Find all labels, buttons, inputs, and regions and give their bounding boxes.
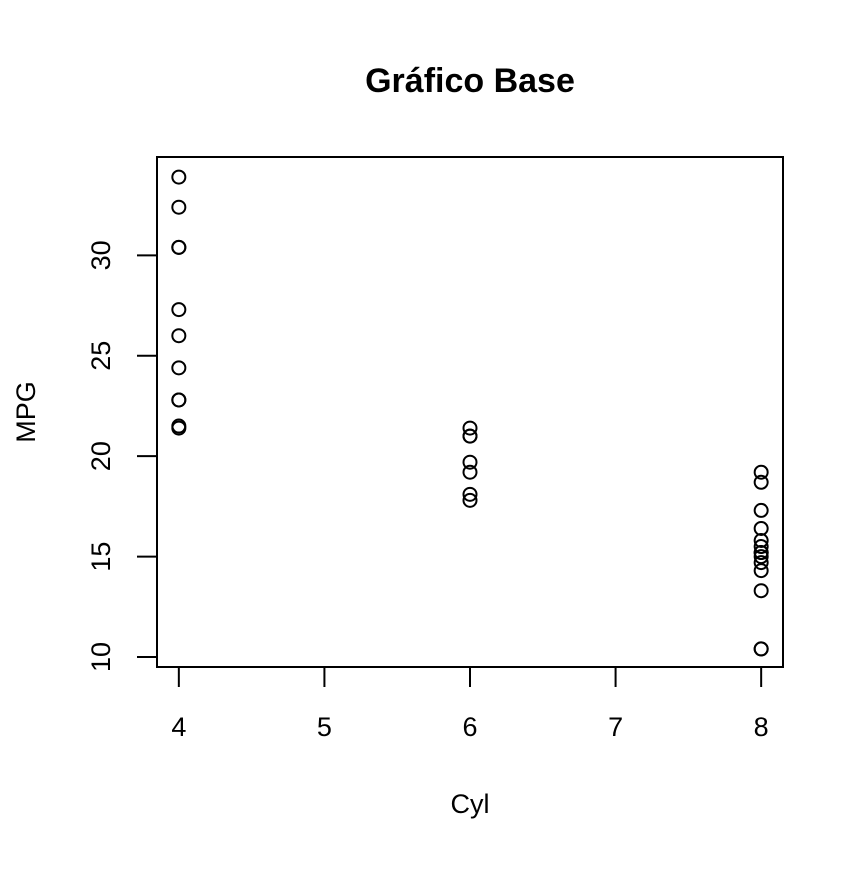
data-point [462,492,478,508]
x-axis-label: Cyl [451,789,490,819]
y-axis-label: MPG [11,381,41,443]
y-tick-label: 10 [86,642,116,672]
data-point [171,392,187,408]
y-tick-label: 30 [86,240,116,270]
data-points [171,169,769,657]
data-point [171,199,187,215]
data-point [753,549,769,565]
data-point [753,563,769,579]
data-point [753,474,769,490]
y-tick-label: 20 [86,441,116,471]
y-tick-label: 25 [86,341,116,371]
data-point [171,328,187,344]
data-point [753,555,769,571]
chart-title: Gráfico Base [365,62,575,100]
plot-area-frame [156,156,784,668]
x-tick-label: 4 [171,712,186,742]
x-tick-label: 6 [462,712,477,742]
data-point [171,360,187,376]
data-point [753,533,769,549]
x-axis: 4 5 6 7 8 [171,666,769,742]
data-point [462,464,478,480]
data-point [753,539,769,555]
data-point [171,169,187,185]
y-axis: 10 15 20 25 30 [86,240,158,672]
data-point [171,420,187,436]
y-tick-label: 15 [86,542,116,572]
x-tick-label: 5 [317,712,332,742]
data-point [753,464,769,480]
x-tick-label: 8 [754,712,769,742]
data-point [753,583,769,599]
data-point [462,428,478,444]
data-point [462,420,478,436]
data-point [753,641,769,657]
x-tick-label: 7 [608,712,623,742]
data-point [753,502,769,518]
data-point [171,302,187,318]
data-point [462,486,478,502]
data-point [462,454,478,470]
data-point [171,239,187,255]
